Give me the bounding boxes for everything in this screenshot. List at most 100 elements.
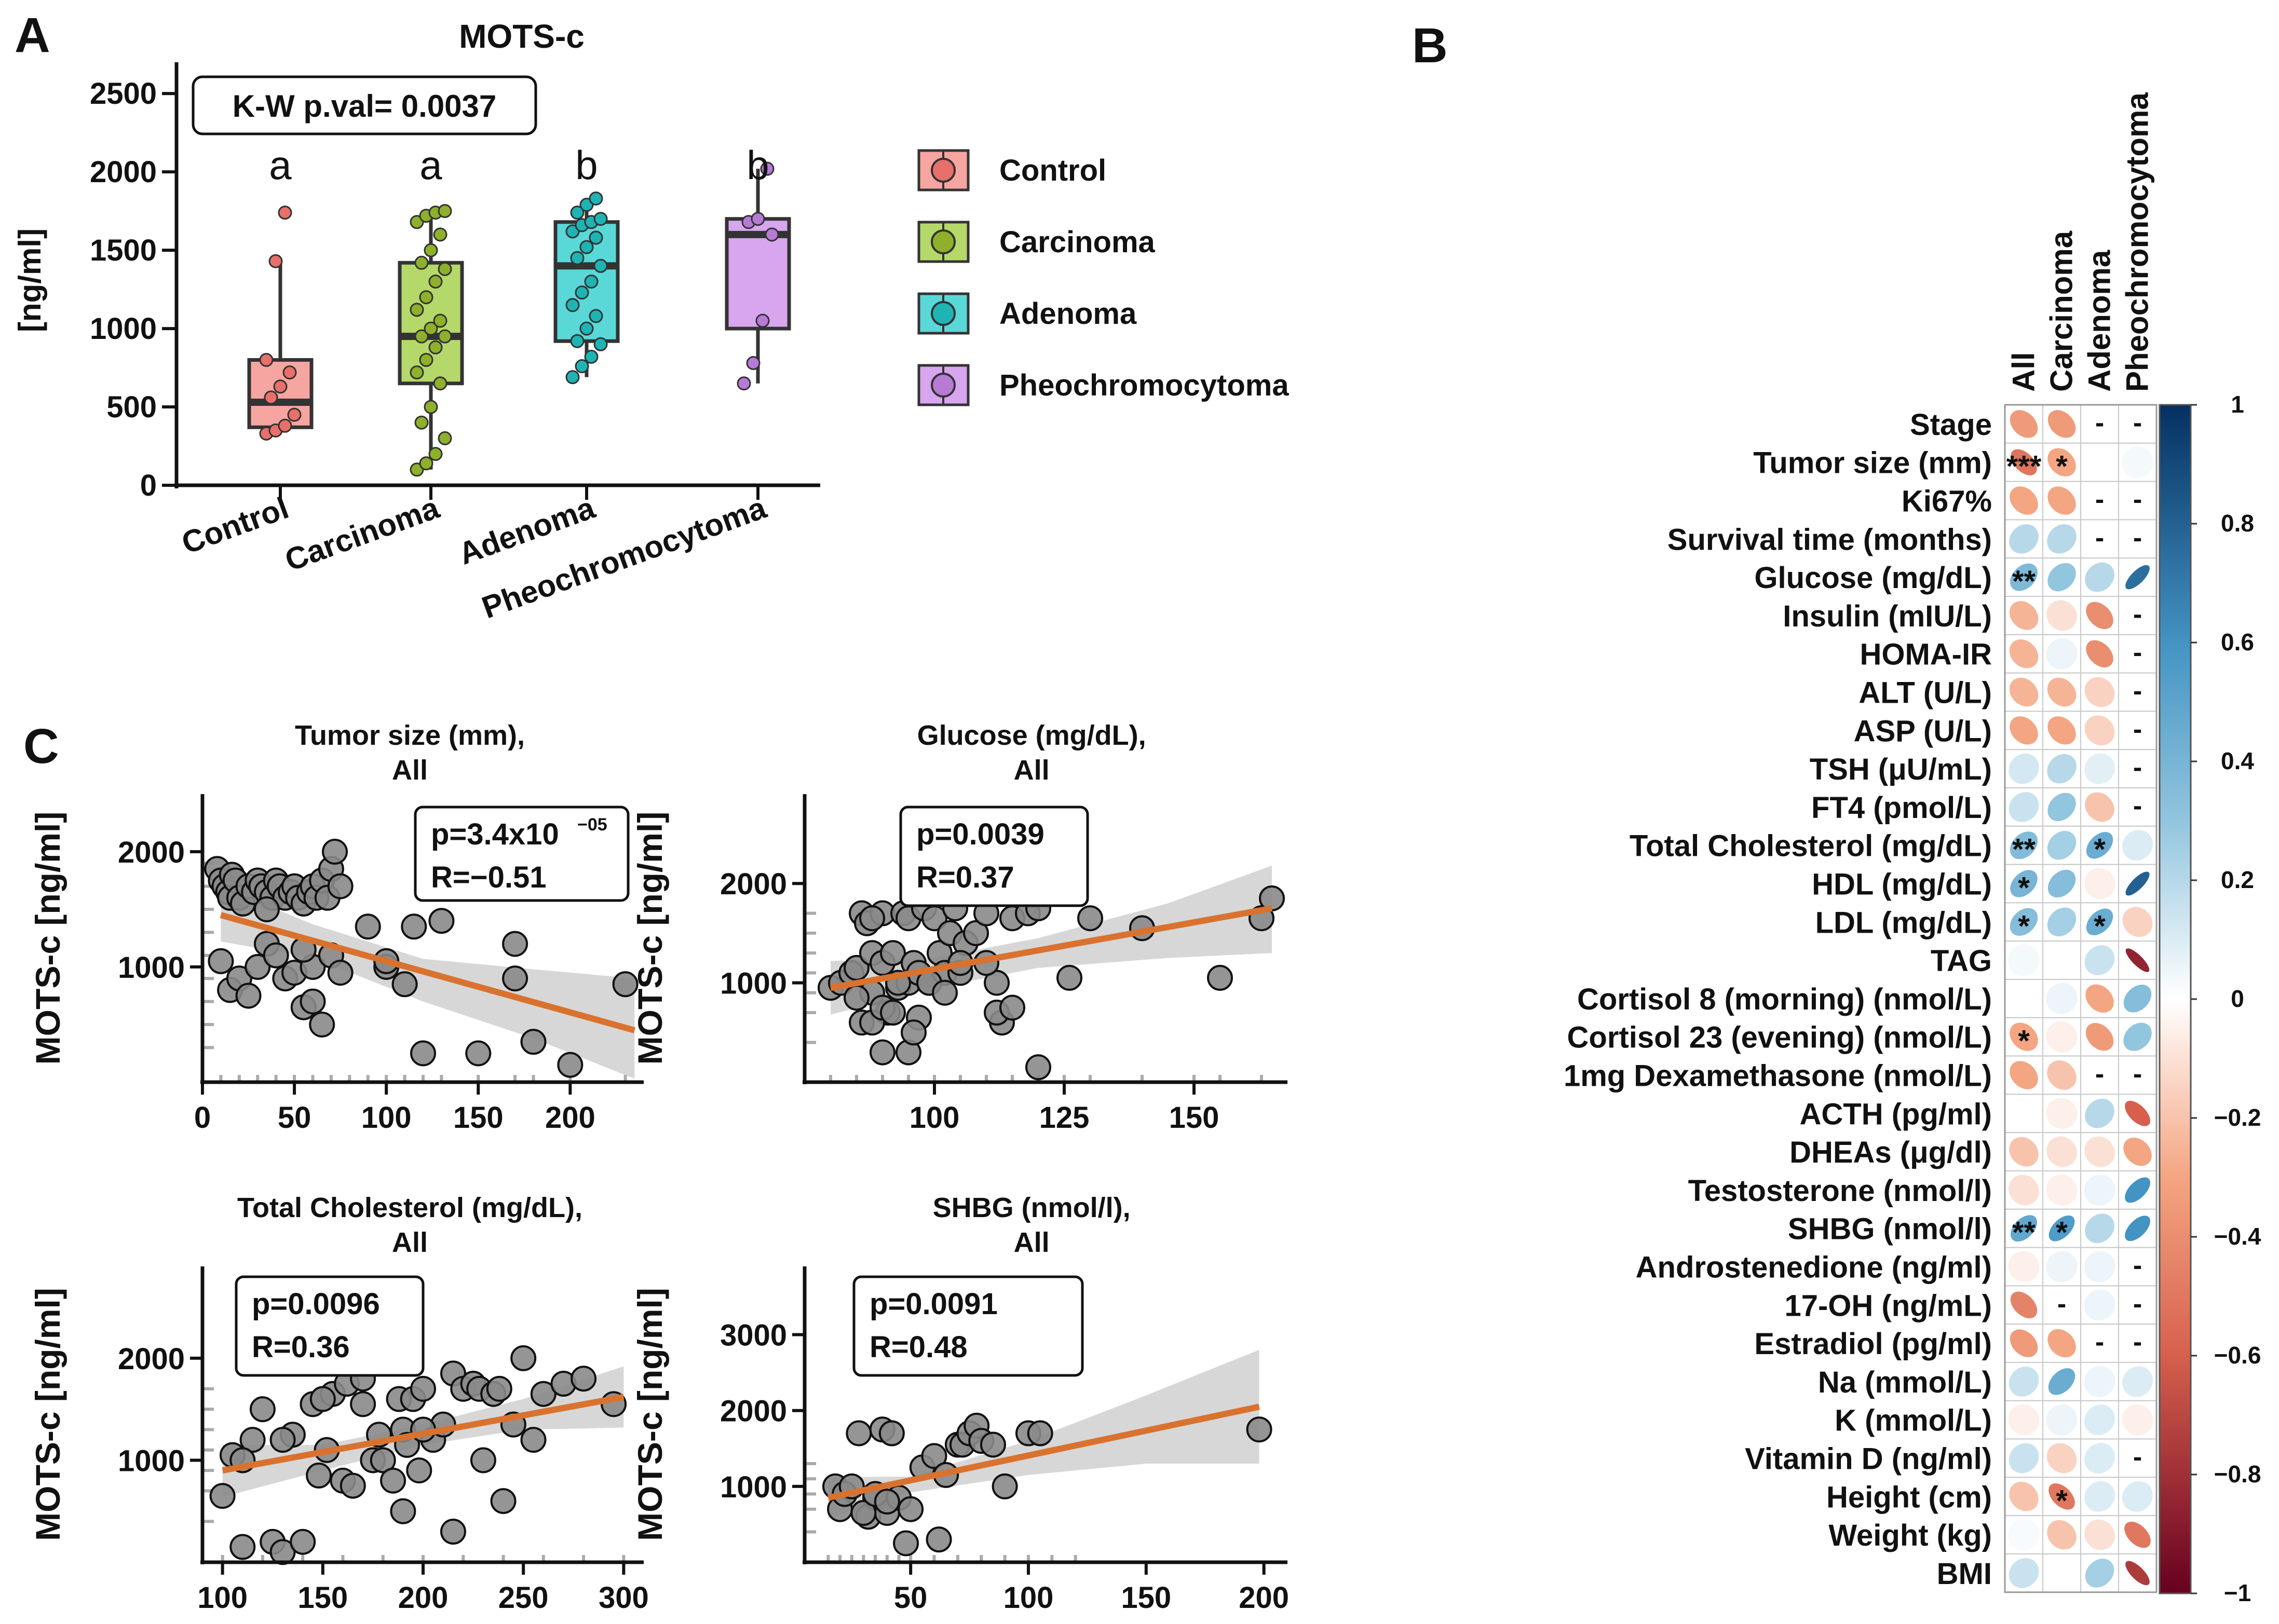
heatmap-ellipse — [2046, 1136, 2077, 1167]
box-point — [433, 376, 447, 391]
heatmap-row-label: 1mg Dexamethasone (nmol/L) — [1564, 1059, 1992, 1093]
panel-a-y-tick-label: 1000 — [90, 312, 157, 346]
box-point — [428, 340, 443, 354]
panel-a-boxplot: MOTS-c 0 500 1000 1500 2000 2500 [ng/ml] K-W p.v… — [12, 18, 1289, 625]
box-point — [584, 349, 599, 364]
group-letter: a — [269, 142, 292, 188]
heatmap-ellipse — [2122, 446, 2153, 478]
p-value-text: p=3.4x10 — [431, 817, 559, 851]
box-point — [593, 212, 608, 226]
heatmap-ellipse — [2047, 793, 2076, 822]
scatter-x-tick-label: 200 — [1239, 1581, 1289, 1615]
heatmap-ellipse — [2047, 448, 2076, 476]
box-point — [579, 321, 594, 336]
box-point — [419, 456, 433, 471]
heatmap-ellipse — [2125, 1100, 2150, 1126]
scatter-subtitle: All — [1014, 1227, 1050, 1258]
heatmap-row-label: K (mmol/L) — [1835, 1404, 1992, 1438]
heatmap-ellipse — [2010, 1061, 2038, 1089]
heatmap-ellipse — [2009, 677, 2039, 707]
heatmap-significance-mark: * — [2094, 833, 2106, 867]
heatmap-ellipse — [2010, 410, 2038, 438]
heatmap-ellipse — [2084, 1251, 2115, 1282]
heatmap-ellipse — [2047, 677, 2077, 707]
heatmap-row-label: Insulin (mIU/L) — [1783, 599, 1992, 633]
regression-line — [222, 1394, 625, 1474]
heatmap-ellipse — [2047, 1060, 2077, 1090]
p-value-text: p=0.0096 — [252, 1287, 380, 1321]
heatmap-ellipse — [2010, 1329, 2038, 1357]
box-point — [259, 352, 274, 367]
box-point — [424, 400, 438, 414]
scatter-point — [893, 1530, 919, 1557]
scatter-point — [239, 1427, 266, 1453]
heatmap-row-label: Tumor size (mm) — [1753, 446, 1992, 480]
heatmap-na-mark: - — [2133, 408, 2142, 438]
scatter-point — [306, 1462, 332, 1489]
heatmap-cell — [2118, 1247, 2157, 1287]
scatter-point — [401, 913, 427, 940]
scatter-title: Tumor size (mm), — [295, 720, 525, 751]
heatmap-ellipse — [2007, 982, 2040, 1015]
heatmap-ellipse — [2010, 486, 2038, 515]
scatter-point — [209, 1483, 236, 1509]
panel-a-y-tick-label: 2500 — [90, 77, 157, 111]
heatmap-ellipse — [2046, 982, 2078, 1014]
heatmap-ellipse — [2045, 1557, 2078, 1589]
colorbar-tick-label: −0.6 — [2214, 1342, 2261, 1369]
scatter-point — [470, 1447, 496, 1473]
scatter-point — [410, 1375, 436, 1402]
heatmap-ellipse — [2047, 410, 2076, 438]
box-point — [278, 418, 292, 433]
stats-annotation-box — [414, 806, 630, 902]
heatmap-cell — [2080, 825, 2119, 865]
panel-a-x-tick-label: Pheochromocytoma — [478, 490, 771, 625]
scatter-point — [963, 920, 989, 946]
kw-annotation: K-W p.val= 0.0037 — [233, 89, 497, 124]
heatmap-ellipse — [2084, 1404, 2115, 1436]
heatmap-cell — [2118, 672, 2157, 712]
group-letter: b — [747, 142, 769, 188]
heatmap-col-label: All — [2006, 352, 2041, 392]
stats-annotation-box — [852, 1275, 1084, 1377]
scatter-point — [850, 1500, 877, 1526]
scatter-x-tick-label: 100 — [1003, 1581, 1054, 1615]
box-point — [575, 359, 589, 374]
colorbar-tick-label: 0.6 — [2221, 629, 2254, 656]
panel-a-x-tick-label: Carcinoma — [280, 490, 444, 578]
heatmap-row-label: Na (mmol/L) — [1818, 1366, 1992, 1399]
heatmap-ellipse — [2010, 1022, 2038, 1051]
heatmap-ellipse — [2047, 524, 2077, 554]
stats-annotation-box — [235, 1275, 425, 1377]
panel-a-y-tick-label: 1500 — [90, 234, 157, 267]
scatter-x-tick-label: 100 — [361, 1101, 412, 1135]
box-point — [428, 275, 443, 289]
box-point — [414, 415, 429, 430]
box-point — [419, 290, 433, 305]
scatter-point — [440, 1519, 466, 1545]
heatmap-row-label: HOMA-IR — [1860, 638, 1992, 672]
heatmap-ellipse — [2084, 1366, 2115, 1397]
scatter-point — [844, 985, 870, 1011]
heatmap-ellipse — [2010, 716, 2038, 745]
heatmap-ellipse — [2010, 1291, 2038, 1319]
colorbar — [2159, 404, 2192, 1594]
heatmap-ellipse — [2085, 984, 2114, 1013]
heatmap-frame — [2004, 404, 2158, 1593]
scatter-point — [992, 1473, 1018, 1499]
heatmap-significance-mark: * — [2018, 1025, 2030, 1058]
box-point — [593, 337, 608, 351]
scatter-point — [1207, 965, 1233, 991]
legend-label: Control — [999, 154, 1106, 187]
scatter-title: Total Cholesterol (mg/dL), — [237, 1192, 582, 1223]
heatmap-row-label: Vitamin D (ng/ml) — [1745, 1442, 1992, 1476]
scatter-title: Glucose (mg/dL), — [917, 720, 1146, 751]
heatmap-row-label: 17-OH (ng/mL) — [1784, 1289, 1992, 1322]
panel-label-a: A — [15, 8, 50, 63]
scatter-point — [502, 965, 528, 992]
box-point — [584, 275, 599, 289]
heatmap-significance-mark: * — [2094, 909, 2106, 943]
box-point — [570, 251, 585, 265]
scatter-point — [309, 1012, 335, 1038]
